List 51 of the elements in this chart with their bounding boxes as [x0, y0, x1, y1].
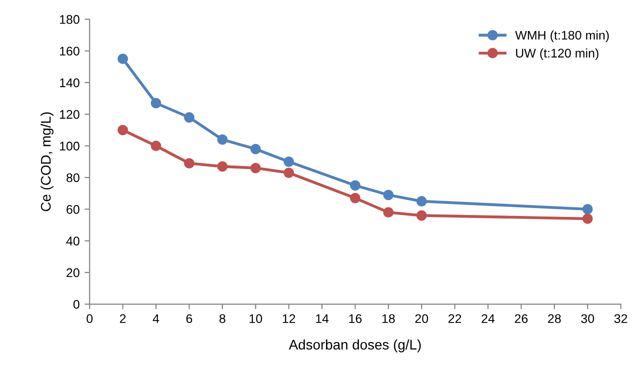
y-tick-label: 40: [66, 236, 80, 246]
x-axis-title: Adsorban doses (g/L): [288, 339, 421, 352]
point: [118, 124, 128, 136]
x-tick-label: 28: [548, 314, 561, 324]
point: [284, 168, 294, 178]
point: [383, 190, 394, 200]
y-tick-label: 140: [60, 78, 80, 88]
point: [284, 156, 294, 167]
point: [350, 180, 360, 191]
point: [184, 158, 194, 168]
y-tick-label: 160: [60, 46, 80, 56]
x-tick-label: 6: [186, 314, 192, 324]
x-tick-label: 4: [152, 314, 160, 323]
x-tick-label: 30: [581, 314, 594, 324]
x-tick-label: 2: [120, 314, 126, 323]
point: [383, 207, 394, 218]
point: [416, 210, 427, 221]
point: [150, 140, 162, 152]
x-tick-label: 16: [349, 314, 362, 324]
legend-label: WMH (t:180 min): [515, 30, 609, 42]
point: [416, 196, 427, 206]
y-tick-label: 20: [66, 268, 80, 278]
y-axis-title: Ce (COD, mg/L): [40, 112, 54, 212]
x-tick-label: 10: [250, 314, 262, 324]
point: [250, 144, 261, 154]
y-tick-label: 0: [73, 300, 80, 309]
point: [250, 162, 261, 174]
x-tick-label: 32: [614, 314, 628, 324]
x-tick-label: 18: [382, 314, 395, 324]
y-tick-label: 60: [66, 204, 80, 214]
x-tick-label: 14: [316, 314, 329, 323]
x-tick-label: 12: [282, 314, 296, 323]
point: [184, 112, 194, 123]
y-tick-label: 180: [60, 15, 80, 24]
point: [582, 204, 593, 214]
point: [118, 54, 128, 64]
y-tick-label: 80: [66, 173, 80, 182]
y-tick-label: 100: [60, 142, 80, 151]
point: [150, 98, 162, 108]
point: [350, 192, 360, 204]
x-tick-label: 22: [448, 314, 462, 323]
x-tick-label: 20: [415, 314, 428, 324]
x-tick-label: 26: [514, 314, 528, 324]
x-tick-label: 8: [219, 314, 226, 324]
x-tick-label: 0: [86, 314, 93, 324]
x-tick-label: 24: [482, 314, 495, 323]
point: [217, 161, 228, 172]
legend-label: UW (t:120 min): [516, 48, 598, 60]
point: [582, 213, 593, 224]
y-tick-label: 120: [60, 110, 80, 119]
point: [217, 134, 228, 145]
